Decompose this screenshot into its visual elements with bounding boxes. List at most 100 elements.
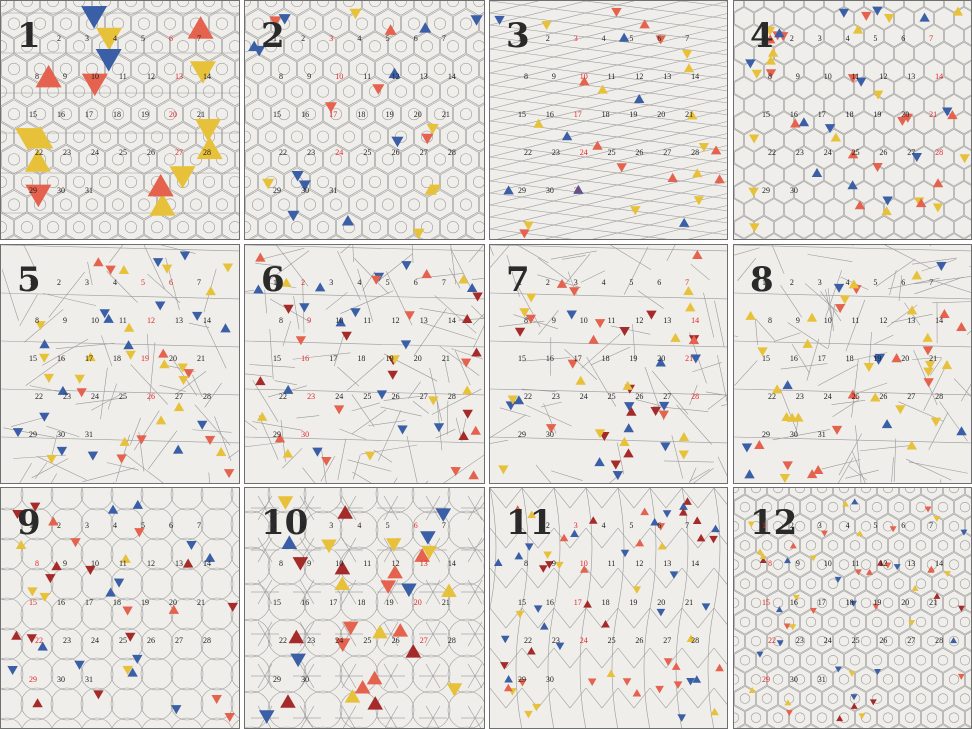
day-label: 10	[579, 316, 588, 325]
day-label: 29	[518, 186, 526, 195]
triangle-marker	[24, 149, 51, 172]
day-label: 18	[113, 597, 121, 607]
triangle-marker	[435, 508, 452, 522]
day-label: 27	[175, 636, 183, 646]
triangle-marker	[759, 557, 767, 564]
triangle-marker	[468, 470, 479, 480]
day-label: 8	[768, 72, 772, 81]
triangle-marker	[889, 526, 897, 533]
triangle-marker	[262, 178, 275, 190]
day-label: 30	[545, 186, 554, 195]
day-label: 1	[273, 521, 277, 530]
triangle-marker	[711, 524, 720, 533]
day-label: 23	[63, 148, 71, 157]
triangle-marker	[15, 540, 27, 550]
day-label: 24	[335, 636, 344, 646]
day-label: 10	[91, 316, 99, 325]
day-label: 22	[35, 392, 43, 401]
triangle-marker	[37, 641, 48, 651]
triangle-marker	[76, 388, 87, 398]
triangle-marker	[179, 251, 191, 261]
day-label: 13	[175, 559, 183, 569]
day-label: 21	[929, 110, 938, 119]
triangle-marker	[57, 385, 69, 395]
triangle-marker	[298, 180, 311, 191]
day-label: 7	[197, 521, 201, 530]
triangle-marker	[869, 699, 877, 706]
day-label: 2	[545, 34, 550, 43]
triangle-marker	[372, 624, 388, 639]
triangle-marker	[855, 77, 867, 87]
day-label: 17	[817, 110, 826, 119]
triangle-marker	[741, 443, 753, 453]
day-label: 13	[907, 559, 916, 569]
panel-number: 6	[261, 260, 285, 300]
triangle-marker	[387, 564, 403, 579]
day-label: 21	[441, 354, 450, 363]
triangle-marker	[7, 666, 18, 676]
tiling-pattern	[734, 245, 971, 483]
day-label: 5	[385, 34, 390, 43]
day-label: 18	[113, 110, 121, 119]
triangle-marker	[385, 538, 402, 552]
day-label: 9	[307, 72, 312, 81]
day-label: 8	[35, 559, 39, 569]
day-label: 7	[441, 278, 446, 287]
day-label: 15	[518, 354, 526, 363]
triangle-marker	[420, 531, 436, 545]
triangle-marker	[354, 679, 371, 694]
triangle-marker	[462, 385, 473, 395]
triangle-marker	[559, 533, 569, 542]
triangle-marker	[745, 59, 756, 69]
day-label: 29	[762, 674, 770, 684]
day-label: 17	[817, 597, 826, 607]
panel-number: 2	[261, 16, 285, 56]
triangle-marker	[364, 451, 376, 461]
day-label: 10	[823, 72, 832, 81]
triangle-marker	[588, 516, 598, 524]
day-label: 30	[301, 186, 310, 195]
triangle-marker	[15, 128, 42, 151]
triangle-marker	[679, 502, 688, 510]
day-label: 13	[419, 559, 428, 569]
day-label: 29	[29, 430, 37, 439]
triangle-marker	[678, 508, 688, 516]
day-label: 23	[307, 148, 316, 157]
day-label: 20	[413, 597, 422, 607]
triangle-marker	[186, 540, 197, 551]
day-label: 30	[545, 430, 554, 439]
triangle-marker	[923, 367, 934, 377]
triangle-marker	[11, 630, 22, 640]
day-label: 16	[57, 354, 65, 363]
triangle-marker	[570, 529, 579, 538]
day-label: 5	[141, 34, 145, 43]
triangle-marker	[421, 545, 438, 560]
triangle-marker	[342, 621, 359, 636]
day-label: 27	[419, 148, 428, 157]
triangle-marker	[566, 310, 577, 320]
day-label: 11	[119, 559, 127, 569]
day-label: 16	[301, 597, 310, 607]
day-label: 9	[63, 559, 67, 569]
triangle-marker	[87, 451, 99, 461]
triangle-marker	[27, 587, 38, 597]
day-label: 16	[57, 597, 65, 607]
triangle-marker	[366, 670, 383, 685]
triangle-marker	[932, 203, 944, 213]
triangle-marker	[538, 565, 548, 573]
triangle-marker	[960, 529, 968, 536]
triangle-marker	[670, 332, 681, 342]
day-label: 23	[307, 636, 316, 646]
triangle-marker	[513, 505, 523, 513]
day-label: 26	[391, 636, 400, 646]
day-label: 17	[817, 354, 826, 363]
day-label: 2	[301, 278, 306, 287]
triangle-marker	[863, 362, 875, 372]
triangle-marker	[414, 548, 430, 562]
triangle-marker	[556, 278, 568, 288]
triangle-marker	[527, 646, 536, 655]
triangle-marker	[505, 401, 517, 411]
day-label: 9	[795, 316, 800, 325]
triangle-marker	[809, 607, 817, 614]
day-label: 12	[879, 72, 888, 81]
